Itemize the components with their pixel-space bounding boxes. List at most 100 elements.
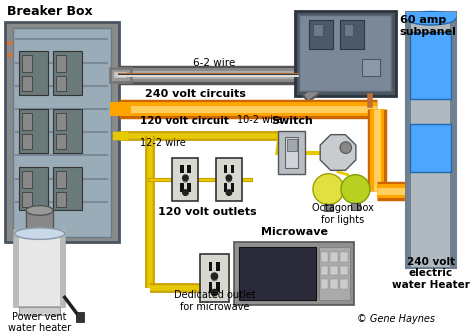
Circle shape	[211, 275, 217, 281]
Bar	[22, 192, 32, 207]
Bar	[406, 12, 411, 268]
Bar	[351, 203, 360, 210]
Bar	[231, 165, 234, 174]
Bar	[19, 167, 48, 210]
Bar	[340, 252, 348, 262]
Circle shape	[340, 142, 352, 153]
Bar	[56, 76, 66, 91]
Bar	[362, 59, 380, 76]
Text: Switch: Switch	[271, 116, 312, 126]
Bar	[12, 28, 111, 237]
Bar	[216, 158, 242, 201]
Circle shape	[341, 175, 370, 204]
Bar	[330, 252, 338, 262]
Bar	[19, 109, 48, 152]
Text: 12-2 wire: 12-2 wire	[140, 138, 186, 148]
Bar	[340, 20, 364, 49]
Bar	[22, 134, 32, 149]
Bar	[180, 183, 184, 192]
Bar	[410, 124, 451, 172]
Polygon shape	[320, 135, 356, 171]
Bar	[56, 113, 66, 130]
Bar	[180, 165, 184, 174]
Bar	[234, 242, 355, 305]
Bar	[287, 139, 297, 150]
Bar	[200, 254, 229, 302]
Circle shape	[210, 272, 219, 280]
Bar	[344, 24, 354, 36]
Ellipse shape	[26, 206, 53, 215]
Text: 120 volt circuit: 120 volt circuit	[140, 117, 229, 127]
Bar	[76, 312, 84, 322]
Bar	[56, 134, 66, 149]
Text: 60 amp
subpanel: 60 amp subpanel	[400, 15, 457, 37]
Bar	[320, 266, 328, 275]
Bar	[209, 262, 212, 271]
Text: Octagon box
for lights: Octagon box for lights	[312, 203, 374, 225]
Bar	[22, 76, 32, 91]
Bar	[26, 210, 53, 232]
Bar	[309, 20, 333, 49]
Bar	[53, 109, 82, 152]
Bar	[7, 47, 12, 51]
Bar	[19, 51, 48, 94]
Bar	[278, 131, 305, 174]
Bar	[224, 183, 227, 192]
Bar	[238, 247, 316, 300]
Circle shape	[210, 289, 219, 296]
Bar	[406, 12, 456, 18]
Bar	[285, 137, 299, 168]
Bar	[410, 32, 451, 99]
Bar	[5, 22, 119, 242]
Bar	[216, 262, 220, 271]
Text: Dedicated outlet
for microwave: Dedicated outlet for microwave	[173, 290, 255, 312]
Ellipse shape	[15, 228, 65, 240]
Ellipse shape	[406, 11, 456, 25]
Text: 6-2 wire: 6-2 wire	[193, 58, 236, 68]
Bar	[209, 282, 212, 291]
Circle shape	[182, 174, 189, 181]
Bar	[22, 171, 32, 188]
Bar	[330, 279, 338, 289]
Bar	[320, 252, 328, 262]
Text: 10-2 wire: 10-2 wire	[237, 115, 282, 125]
Bar	[340, 279, 348, 289]
Bar	[53, 51, 82, 94]
Bar	[187, 183, 191, 192]
Bar	[320, 279, 328, 289]
Circle shape	[313, 174, 344, 205]
Bar	[173, 158, 199, 201]
Circle shape	[226, 174, 232, 181]
Bar	[187, 165, 191, 174]
Bar	[7, 42, 12, 45]
Text: 240 volt
electric
water Heater: 240 volt electric water Heater	[392, 257, 470, 290]
Bar	[324, 204, 333, 211]
Text: Microwave: Microwave	[261, 226, 328, 237]
Bar	[7, 53, 12, 57]
Bar	[224, 165, 227, 174]
Bar	[56, 192, 66, 207]
Circle shape	[182, 189, 189, 196]
Bar	[15, 230, 65, 307]
Bar	[216, 282, 220, 291]
Text: 120 volt outlets: 120 volt outlets	[158, 207, 257, 217]
Text: © Gene Haynes: © Gene Haynes	[357, 314, 435, 324]
Bar	[15, 230, 19, 307]
Bar	[56, 55, 66, 72]
Text: Breaker Box: Breaker Box	[7, 5, 92, 18]
Text: 240 volt circuits: 240 volt circuits	[145, 89, 246, 99]
Bar	[22, 113, 32, 130]
Bar	[231, 183, 234, 192]
Circle shape	[226, 177, 231, 182]
Bar	[300, 15, 391, 91]
Bar	[56, 171, 66, 188]
Circle shape	[183, 177, 188, 182]
Bar	[53, 167, 82, 210]
Circle shape	[226, 189, 232, 196]
Bar	[450, 12, 456, 268]
Bar	[22, 55, 32, 72]
Text: Power vent
water heater: Power vent water heater	[8, 312, 71, 333]
Bar	[313, 24, 323, 36]
Bar	[340, 266, 348, 275]
Bar	[406, 12, 456, 268]
